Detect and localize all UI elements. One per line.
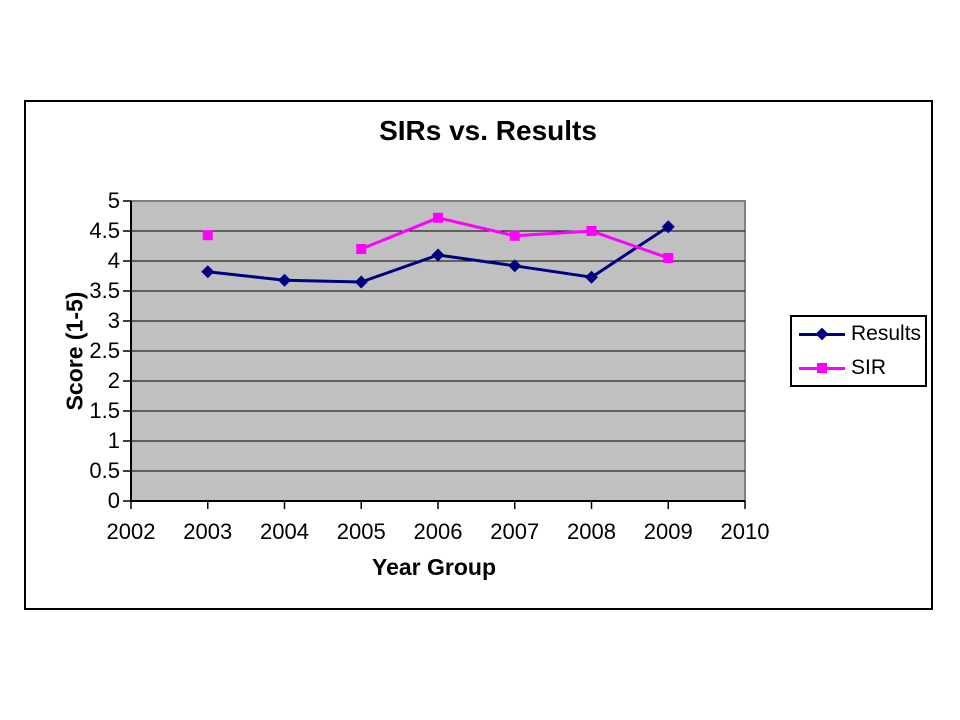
series-line-sir [514,229,592,238]
data-point-sir [202,230,213,241]
plot-area [123,200,746,509]
y-axis-title: Score (1-5) [61,291,88,411]
data-point-results [508,259,522,273]
chart-container[interactable]: SIRs vs. Results 0 0.5 1 1.5 2 2.5 3 3.5 4 4.5 5 2… [24,100,933,610]
legend-item-results: Results [792,317,925,351]
data-point-sir [509,230,520,241]
y-tick-label: 3.5 [89,278,120,303]
x-tick-label: 2002 [106,519,156,544]
data-point-results [354,275,368,289]
series-line-results [207,270,285,282]
data-point-results [585,270,598,284]
series-line-sir [591,229,669,260]
y-tick-label: 1.5 [89,398,120,423]
x-axis-title: Year Group [372,554,496,580]
legend-marker-sir-icon [799,360,845,376]
data-point-results [201,265,215,279]
data-point-results [661,220,675,234]
x-tick-label: 2005 [336,519,386,544]
x-tick-label: 2004 [260,519,309,544]
series-line-results [437,253,515,268]
y-tick-label: 5 [107,188,120,213]
x-tick-label: 2010 [720,519,770,544]
legend-label-sir: SIR [851,356,887,379]
y-tick-label: 2 [107,368,120,393]
data-point-results [431,248,445,262]
data-point-sir [663,253,674,263]
legend-item-sir: SIR [792,351,925,385]
y-tick-label: 3 [107,308,120,333]
x-tick-label: 2003 [183,519,233,544]
chart-title: SIRs vs. Results [379,115,597,146]
series-line-results [590,225,670,279]
y-tick-label: 4.5 [89,218,120,243]
legend-label-results: Results [851,322,922,345]
y-tick-label: 0 [107,488,120,513]
y-tick-label: 4 [107,248,120,273]
series-line-sir [360,216,439,251]
y-tick-label: 0.5 [89,458,120,483]
data-point-sir [433,212,443,223]
data-point-results [278,273,291,287]
data-point-sir [356,244,367,254]
legend: Results SIR [790,315,927,387]
legend-marker-results-icon [799,326,845,342]
series-line-results [514,264,592,279]
series-line-results [284,278,362,284]
series-line-results [360,253,439,284]
x-tick-label: 2008 [567,519,616,544]
y-tick-label: 2.5 [89,338,120,363]
series-line-sir [437,216,516,238]
x-tick-label: 2007 [490,519,540,544]
x-tick-label: 2009 [643,519,693,544]
y-tick-label: 1 [107,428,120,453]
x-tick-label: 2006 [413,519,463,544]
data-point-sir [586,226,597,236]
